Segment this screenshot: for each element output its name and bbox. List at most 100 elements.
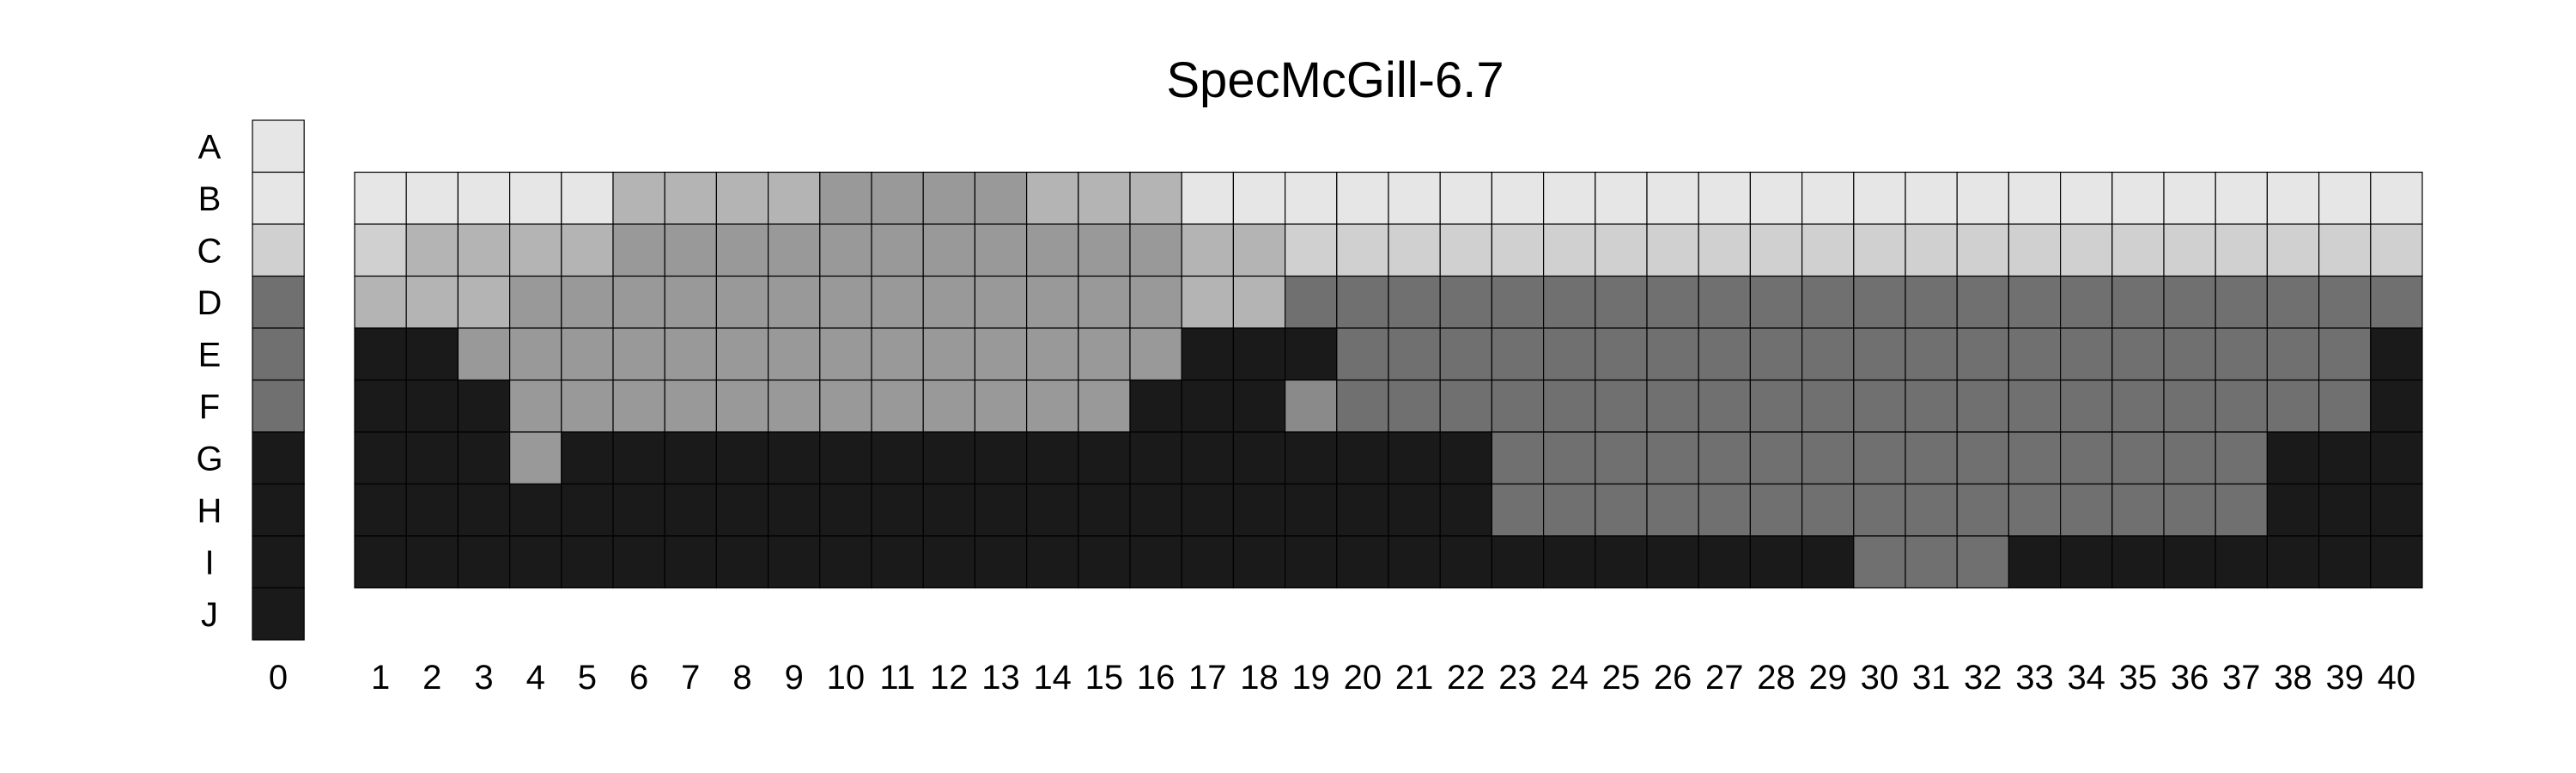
column-label-11: 11 bbox=[879, 659, 915, 697]
cell-C-29 bbox=[1801, 223, 1855, 277]
cell-F-10 bbox=[819, 379, 872, 433]
cell-B-36 bbox=[2163, 171, 2216, 225]
row-label-D: D bbox=[197, 284, 222, 322]
cell-F-3 bbox=[457, 379, 511, 433]
cell-C-3 bbox=[457, 223, 511, 277]
cell-G-39 bbox=[2318, 431, 2372, 485]
cell-E-29 bbox=[1801, 327, 1855, 381]
cell-C-27 bbox=[1698, 223, 1751, 277]
cell-F-5 bbox=[561, 379, 614, 433]
cell-C-9 bbox=[767, 223, 821, 277]
column-label-33: 33 bbox=[2015, 659, 2054, 697]
cell-F-37 bbox=[2215, 379, 2268, 433]
cell-D-14 bbox=[1025, 275, 1079, 329]
cell-C-17 bbox=[1181, 223, 1234, 277]
reference-cell-E bbox=[252, 327, 305, 381]
column-label-38: 38 bbox=[2274, 659, 2312, 697]
cell-E-27 bbox=[1698, 327, 1751, 381]
cell-E-9 bbox=[767, 327, 821, 381]
cell-E-23 bbox=[1491, 327, 1545, 381]
cell-H-35 bbox=[2111, 483, 2165, 537]
cell-H-10 bbox=[819, 483, 872, 537]
cell-G-17 bbox=[1181, 431, 1234, 485]
cell-C-31 bbox=[1905, 223, 1958, 277]
cell-F-31 bbox=[1905, 379, 1958, 433]
column-label-17: 17 bbox=[1188, 659, 1227, 697]
column-label-28: 28 bbox=[1757, 659, 1795, 697]
cell-C-2 bbox=[405, 223, 459, 277]
cell-H-4 bbox=[508, 483, 562, 537]
cell-G-29 bbox=[1801, 431, 1855, 485]
cell-F-32 bbox=[1956, 379, 2009, 433]
cell-B-30 bbox=[1853, 171, 1906, 225]
column-label-14: 14 bbox=[1033, 659, 1072, 697]
cell-B-38 bbox=[2266, 171, 2320, 225]
cell-G-25 bbox=[1595, 431, 1648, 485]
reference-cell-D bbox=[252, 275, 305, 329]
column-label-10: 10 bbox=[827, 659, 866, 697]
cell-C-15 bbox=[1078, 223, 1131, 277]
heatmap-grid bbox=[354, 171, 2423, 589]
row-label-C: C bbox=[197, 232, 222, 270]
cell-D-38 bbox=[2266, 275, 2320, 329]
cell-H-19 bbox=[1284, 483, 1338, 537]
cell-F-7 bbox=[664, 379, 718, 433]
cell-F-33 bbox=[2008, 379, 2062, 433]
column-label-2: 2 bbox=[422, 659, 441, 697]
reference-cell-F bbox=[252, 379, 305, 433]
cell-F-39 bbox=[2318, 379, 2372, 433]
cell-E-10 bbox=[819, 327, 872, 381]
row-label-E: E bbox=[198, 336, 222, 374]
cell-B-3 bbox=[457, 171, 511, 225]
cell-B-19 bbox=[1284, 171, 1338, 225]
cell-B-5 bbox=[561, 171, 614, 225]
row-label-H: H bbox=[197, 492, 222, 530]
cell-B-26 bbox=[1646, 171, 1699, 225]
cell-E-18 bbox=[1232, 327, 1286, 381]
cell-G-13 bbox=[974, 431, 1028, 485]
cell-H-17 bbox=[1181, 483, 1234, 537]
cell-H-16 bbox=[1129, 483, 1182, 537]
column-label-21: 21 bbox=[1395, 659, 1434, 697]
cell-H-5 bbox=[561, 483, 614, 537]
cell-H-12 bbox=[922, 483, 975, 537]
cell-F-9 bbox=[767, 379, 821, 433]
cell-D-7 bbox=[664, 275, 718, 329]
cell-D-30 bbox=[1853, 275, 1906, 329]
column-label-30: 30 bbox=[1861, 659, 1899, 697]
cell-H-1 bbox=[354, 483, 407, 537]
cell-F-36 bbox=[2163, 379, 2216, 433]
cell-I-6 bbox=[612, 535, 665, 589]
cell-H-18 bbox=[1232, 483, 1286, 537]
cell-H-27 bbox=[1698, 483, 1751, 537]
cell-G-15 bbox=[1078, 431, 1131, 485]
cell-G-21 bbox=[1388, 431, 1441, 485]
cell-C-8 bbox=[715, 223, 769, 277]
reference-cell-A bbox=[252, 119, 305, 173]
cell-E-4 bbox=[508, 327, 562, 381]
cell-E-36 bbox=[2163, 327, 2216, 381]
cell-F-40 bbox=[2370, 379, 2423, 433]
column-labels: 1 2 3 4 5 6 7 8 9 10 11 12 13 14 15 16 17 18 19 20 21 22 23 24 2… bbox=[371, 659, 2415, 697]
cell-F-25 bbox=[1595, 379, 1648, 433]
cell-G-20 bbox=[1336, 431, 1389, 485]
cell-G-40 bbox=[2370, 431, 2423, 485]
cell-F-29 bbox=[1801, 379, 1855, 433]
cell-F-22 bbox=[1439, 379, 1492, 433]
cell-E-20 bbox=[1336, 327, 1389, 381]
column-label-24: 24 bbox=[1550, 659, 1589, 697]
chart-title: SpecMcGill-6.7 bbox=[1166, 52, 1504, 108]
cell-E-3 bbox=[457, 327, 511, 381]
column-label-12: 12 bbox=[930, 659, 969, 697]
cell-H-13 bbox=[974, 483, 1028, 537]
cell-I-36 bbox=[2163, 535, 2216, 589]
reference-cell-H bbox=[252, 483, 305, 537]
cell-G-27 bbox=[1698, 431, 1751, 485]
cell-G-26 bbox=[1646, 431, 1699, 485]
column-label-29: 29 bbox=[1808, 659, 1847, 697]
cell-B-25 bbox=[1595, 171, 1648, 225]
cell-B-21 bbox=[1388, 171, 1441, 225]
cell-F-20 bbox=[1336, 379, 1389, 433]
cell-B-1 bbox=[354, 171, 407, 225]
cell-G-31 bbox=[1905, 431, 1958, 485]
